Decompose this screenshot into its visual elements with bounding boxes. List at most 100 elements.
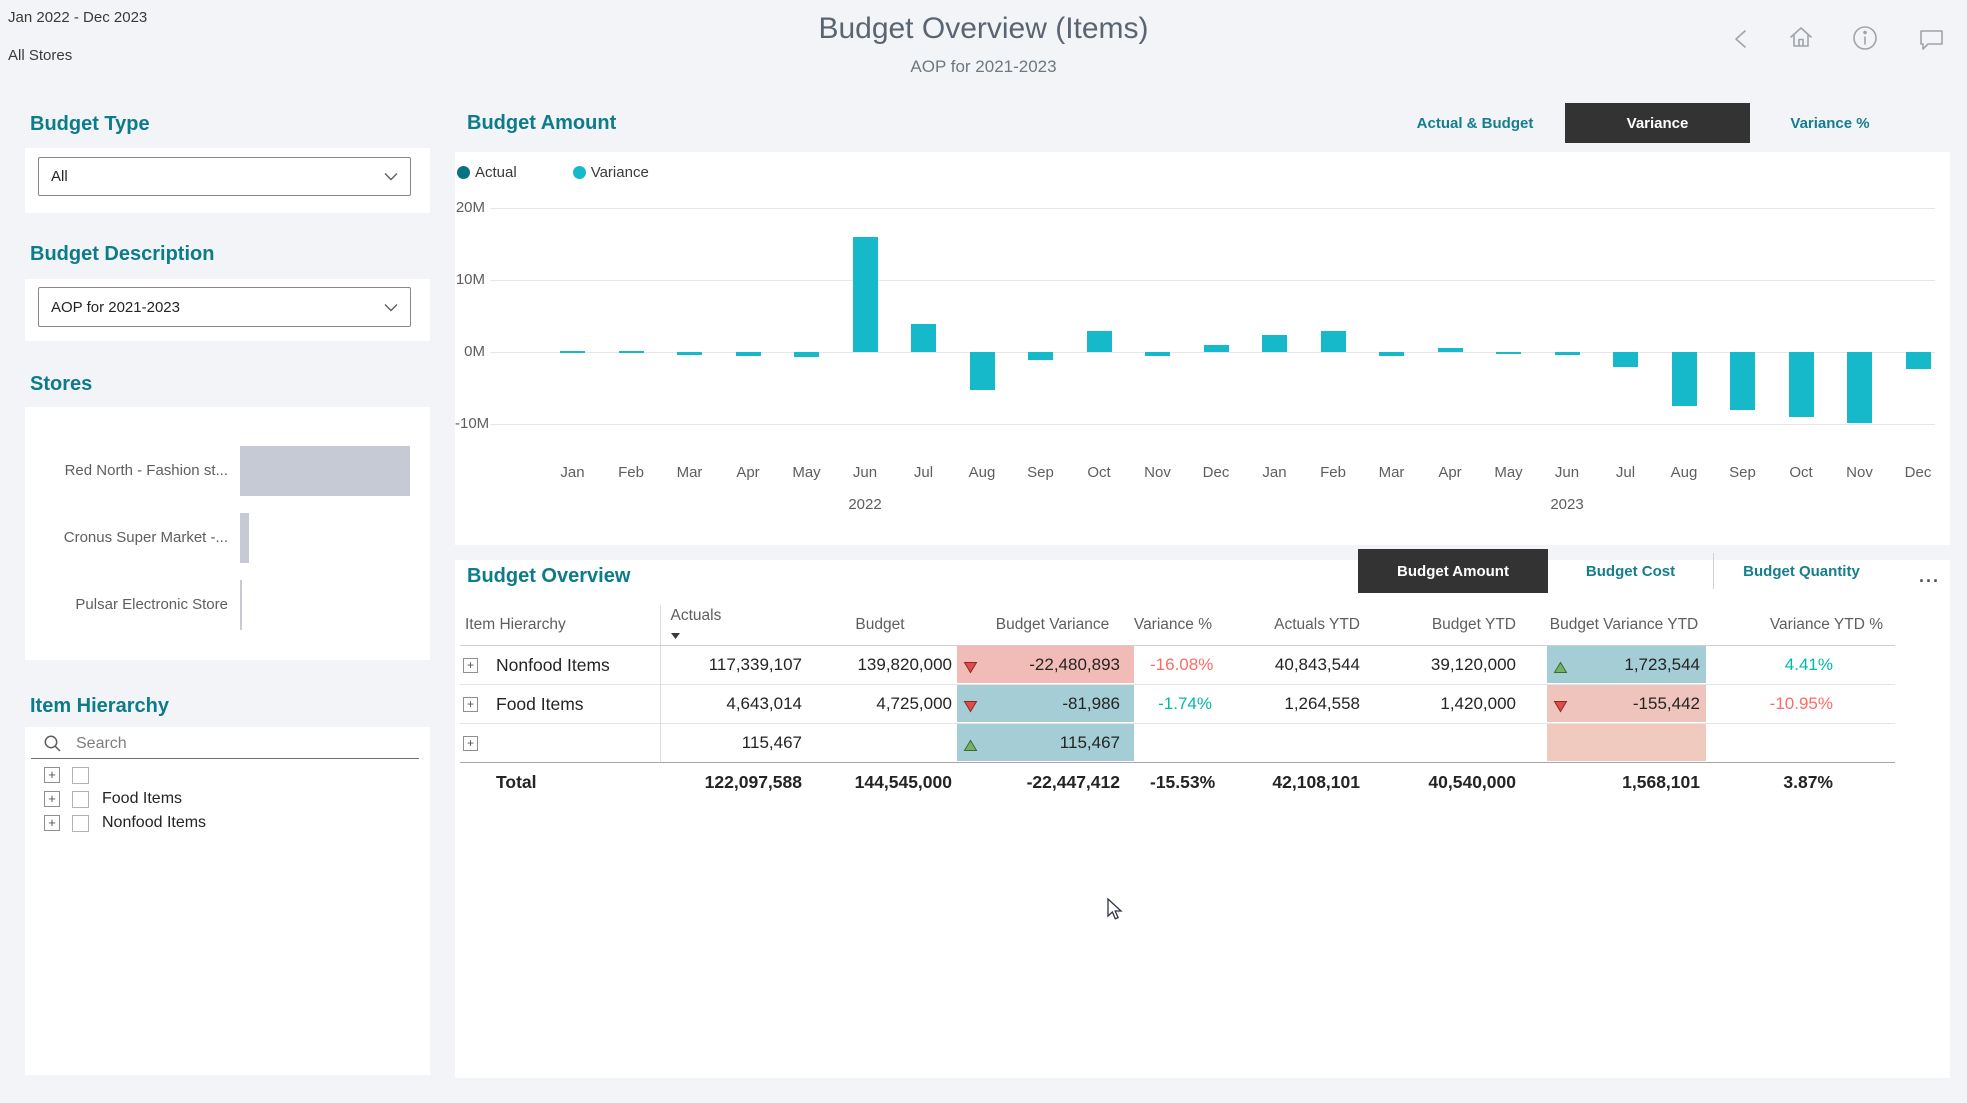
column-header-variance-[interactable]: Variance %: [1150, 605, 1225, 646]
row-expander-icon[interactable]: +: [463, 658, 478, 673]
x-axis-year-label: 2023: [1538, 496, 1596, 513]
x-axis-label: Jun: [1538, 464, 1596, 481]
variance-bar[interactable]: [1672, 352, 1697, 406]
tree-expander-icon[interactable]: +: [44, 791, 60, 807]
store-bar[interactable]: [240, 446, 410, 496]
x-axis-label: Sep: [1012, 464, 1070, 481]
row-expander-icon[interactable]: +: [463, 736, 478, 751]
tree-expander-icon[interactable]: +: [44, 767, 60, 783]
chevron-down-icon: [384, 303, 398, 312]
back-icon[interactable]: [1728, 24, 1756, 59]
variance-bar[interactable]: [1613, 352, 1638, 367]
budget-description-value: AOP for 2021-2023: [51, 299, 180, 316]
variance-bar[interactable]: [911, 324, 936, 352]
legend-label: Variance: [591, 164, 649, 181]
column-header-budget-variance[interactable]: Budget Variance: [955, 605, 1150, 646]
legend-dot-actual: [457, 166, 470, 179]
kpi-down-icon: [1553, 698, 1568, 718]
tree-checkbox[interactable]: [72, 791, 89, 808]
table-tab-strip: Budget AmountBudget CostBudget Quantity: [1358, 549, 1889, 593]
variance-bar[interactable]: [1847, 352, 1872, 423]
cell-item-hierarchy: +Nonfood Items: [460, 646, 660, 685]
budget-overview-table: Item HierarchyActualsBudgetBudget Varian…: [460, 605, 1895, 801]
variance-bar[interactable]: [1438, 348, 1463, 352]
store-bar[interactable]: [240, 513, 249, 563]
tree-checkbox[interactable]: [72, 767, 89, 784]
variance-bar[interactable]: [970, 352, 995, 390]
variance-bar[interactable]: [1496, 352, 1521, 354]
tree-item: +: [44, 765, 102, 785]
variance-bar[interactable]: [1789, 352, 1814, 417]
variance-bar[interactable]: [1379, 352, 1404, 356]
variance-cell-background: [1547, 724, 1706, 761]
x-axis-label: Nov: [1831, 464, 1889, 481]
variance-bar[interactable]: [1321, 331, 1346, 352]
store-bar[interactable]: [240, 580, 242, 630]
variance-bar[interactable]: [619, 351, 644, 353]
variance-bar[interactable]: [853, 237, 878, 352]
variance-cell-background: -22,480,893: [957, 646, 1134, 683]
info-icon[interactable]: [1850, 23, 1880, 58]
chart-title: Budget Amount: [467, 112, 616, 135]
variance-bar[interactable]: [1087, 331, 1112, 352]
table-tab-budget-quantity[interactable]: Budget Quantity: [1714, 549, 1889, 593]
cell-variance_pct: -1.74%: [1150, 685, 1225, 724]
sort-descending-icon: [671, 626, 680, 644]
budget-description-dropdown[interactable]: AOP for 2021-2023: [38, 287, 411, 327]
search-input[interactable]: Search: [76, 735, 127, 753]
column-header-actuals-ytd[interactable]: Actuals YTD: [1225, 605, 1372, 646]
chart-tab-variance-[interactable]: Variance %: [1750, 103, 1910, 143]
stores-heading: Stores: [30, 373, 92, 396]
tree-expander-icon[interactable]: +: [44, 815, 60, 831]
column-header-label: Budget Variance YTD: [1550, 616, 1698, 634]
column-header-budget-ytd[interactable]: Budget YTD: [1372, 605, 1528, 646]
tree-checkbox[interactable]: [72, 815, 89, 832]
column-header-budget-variance-ytd[interactable]: Budget Variance YTD: [1528, 605, 1720, 646]
mouse-cursor: [1107, 898, 1129, 927]
tree-item-label[interactable]: Food Items: [102, 790, 182, 808]
budget-type-dropdown[interactable]: All: [38, 157, 411, 196]
variance-bar[interactable]: [1730, 352, 1755, 410]
variance-chart-card: ActualVariance20M10M0M-10MJanFebMarAprMa…: [455, 152, 1950, 545]
cell-budget_variance: -22,480,893: [955, 646, 1150, 685]
comment-icon[interactable]: [1916, 24, 1946, 59]
kpi-up-icon: [963, 737, 978, 757]
cell-item-hierarchy: +: [460, 724, 660, 763]
more-options-button[interactable]: ...: [1919, 566, 1940, 587]
variance-bar[interactable]: [1555, 352, 1580, 355]
stores-card: Red North - Fashion st...Cronus Super Ma…: [25, 407, 430, 660]
column-header-budget[interactable]: Budget: [805, 605, 955, 646]
chart-tab-variance[interactable]: Variance: [1565, 103, 1750, 143]
column-header-actuals[interactable]: Actuals: [660, 605, 805, 646]
variance-bar[interactable]: [1262, 335, 1287, 352]
variance-bar[interactable]: [677, 352, 702, 355]
x-axis-label: Jul: [895, 464, 953, 481]
variance-bar[interactable]: [1204, 345, 1229, 352]
x-axis-label: Dec: [1187, 464, 1245, 481]
variance-bar[interactable]: [794, 352, 819, 357]
table-tab-budget-amount[interactable]: Budget Amount: [1358, 549, 1548, 593]
cell-variance_pct: -16.08%: [1150, 646, 1225, 685]
kpi-down-icon: [963, 698, 978, 718]
variance-cell-background: 1,723,544: [1547, 646, 1706, 683]
variance-bar[interactable]: [560, 351, 585, 353]
variance-bar[interactable]: [1906, 352, 1931, 369]
cell-actuals_ytd: [1225, 724, 1372, 763]
total-budget_ytd: 40,540,000: [1372, 763, 1528, 802]
table-tab-budget-cost[interactable]: Budget Cost: [1548, 549, 1713, 593]
variance-bar[interactable]: [1145, 352, 1170, 356]
chart-tab-actual-budget[interactable]: Actual & Budget: [1385, 103, 1565, 143]
column-header-variance-ytd-[interactable]: Variance YTD %: [1720, 605, 1895, 646]
total-name: Total: [460, 763, 660, 802]
row-expander-icon[interactable]: +: [463, 697, 478, 712]
column-header-label: Variance YTD %: [1770, 616, 1883, 634]
chart-tab-strip: Actual & BudgetVarianceVariance %: [1385, 103, 1910, 143]
column-header-item-hierarchy[interactable]: Item Hierarchy: [460, 605, 660, 646]
home-icon[interactable]: [1786, 22, 1818, 59]
total-variance_pct: -15.53%: [1150, 763, 1225, 802]
variance-bar[interactable]: [736, 352, 761, 356]
cell-budget_variance_ytd: [1528, 724, 1720, 763]
store-row: Cronus Super Market -...: [25, 504, 430, 571]
variance-bar[interactable]: [1028, 352, 1053, 360]
tree-item-label[interactable]: Nonfood Items: [102, 814, 206, 832]
